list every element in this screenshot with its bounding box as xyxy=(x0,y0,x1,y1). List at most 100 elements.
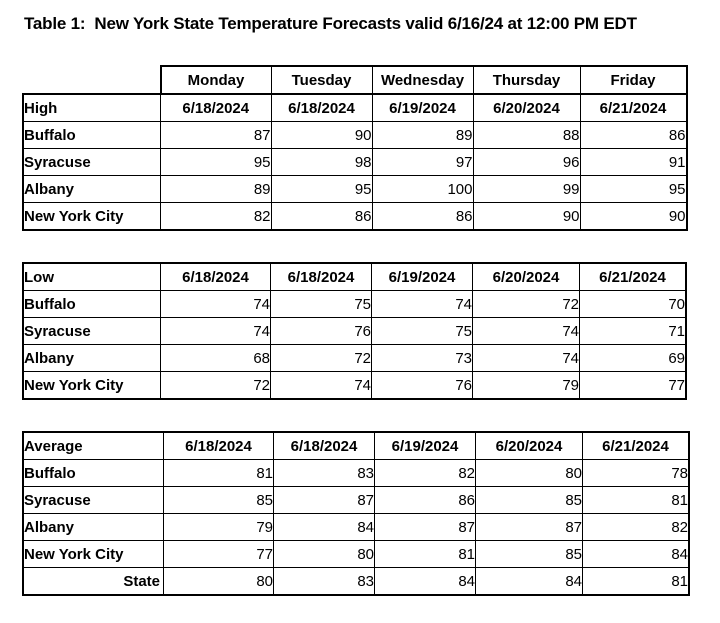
temp-value-cell: 95 xyxy=(270,175,373,203)
temp-value-cell: 75 xyxy=(270,290,372,318)
low-table: Low 6/18/2024 6/18/2024 6/19/2024 6/20/2024 6… xyxy=(22,262,687,400)
day-header-cell: Tuesday xyxy=(270,65,373,95)
temp-value-cell: 97 xyxy=(371,148,474,176)
temp-value-cell: 74 xyxy=(160,317,271,345)
temp-value-cell: 79 xyxy=(472,371,580,400)
date-header-cell: 6/18/2024 xyxy=(163,431,274,460)
table-name-cell: Average xyxy=(22,431,164,460)
row-label-cell: Syracuse xyxy=(22,317,161,345)
temp-value-cell: 96 xyxy=(472,148,581,176)
temp-value-cell: 79 xyxy=(163,513,274,541)
temp-value-cell: 75 xyxy=(371,317,473,345)
row-label-cell: Syracuse xyxy=(22,148,161,176)
temp-value-cell: 85 xyxy=(163,486,274,514)
day-header-cell: Thursday xyxy=(472,65,581,95)
day-header-cell: Friday xyxy=(579,65,688,95)
table-row: Syracuse 95 98 97 96 91 xyxy=(22,148,688,176)
temp-value-cell: 71 xyxy=(579,317,687,345)
temp-value-cell: 86 xyxy=(371,202,474,231)
temp-value-cell: 81 xyxy=(163,459,274,487)
row-label-cell: Syracuse xyxy=(22,486,164,514)
temp-value-cell: 90 xyxy=(270,121,373,149)
high-table: Monday Tuesday Wednesday Thursday Friday High… xyxy=(22,65,688,231)
date-header-cell: 6/19/2024 xyxy=(374,431,476,460)
temp-value-cell: 82 xyxy=(582,513,690,541)
temp-value-cell: 74 xyxy=(270,371,372,400)
date-header-cell: 6/18/2024 xyxy=(160,262,271,291)
table-row: Albany 68 72 73 74 69 xyxy=(22,344,687,372)
temp-value-cell: 89 xyxy=(160,175,272,203)
table-row: New York City 72 74 76 79 77 xyxy=(22,371,687,400)
page: Table 1: New York State Temperature Fore… xyxy=(22,14,690,596)
date-header-cell: 6/18/2024 xyxy=(273,431,375,460)
date-header-row: Average 6/18/2024 6/18/2024 6/19/2024 6/20/2… xyxy=(22,431,690,460)
temp-value-cell: 86 xyxy=(270,202,373,231)
table-row: State 80 83 84 84 81 xyxy=(22,567,690,596)
table-row: Albany 79 84 87 87 82 xyxy=(22,513,690,541)
temp-value-cell: 74 xyxy=(160,290,271,318)
temp-value-cell: 90 xyxy=(472,202,581,231)
day-header-cell: Monday xyxy=(159,65,272,95)
date-header-cell: 6/20/2024 xyxy=(472,262,580,291)
temp-value-cell: 81 xyxy=(374,540,476,568)
table-row: New York City 77 80 81 85 84 xyxy=(22,540,690,568)
temp-value-cell: 90 xyxy=(579,202,688,231)
row-label-cell: New York City xyxy=(22,540,164,568)
temp-value-cell: 80 xyxy=(475,459,583,487)
day-header-row: Monday Tuesday Wednesday Thursday Friday xyxy=(23,65,688,95)
temp-value-cell: 77 xyxy=(163,540,274,568)
date-header-row: Low 6/18/2024 6/18/2024 6/19/2024 6/20/2024 6… xyxy=(22,262,687,291)
temp-value-cell: 72 xyxy=(160,371,271,400)
temp-value-cell: 82 xyxy=(160,202,272,231)
temp-value-cell: 76 xyxy=(270,317,372,345)
date-header-cell: 6/21/2024 xyxy=(582,431,690,460)
temp-value-cell: 87 xyxy=(374,513,476,541)
row-label-cell: Albany xyxy=(22,175,161,203)
row-label-cell: New York City xyxy=(22,371,161,400)
temp-value-cell: 81 xyxy=(582,567,690,596)
temp-value-cell: 81 xyxy=(582,486,690,514)
temp-value-cell: 87 xyxy=(160,121,272,149)
row-label-cell: Albany xyxy=(22,344,161,372)
temp-value-cell: 100 xyxy=(371,175,474,203)
day-header-cell: Wednesday xyxy=(371,65,474,95)
temp-value-cell: 87 xyxy=(475,513,583,541)
table-row: Buffalo 74 75 74 72 70 xyxy=(22,290,687,318)
date-header-cell: 6/19/2024 xyxy=(371,93,474,122)
table-row: Syracuse 74 76 75 74 71 xyxy=(22,317,687,345)
temp-value-cell: 72 xyxy=(472,290,580,318)
temp-value-cell: 80 xyxy=(273,540,375,568)
temp-value-cell: 88 xyxy=(472,121,581,149)
temp-value-cell: 84 xyxy=(582,540,690,568)
temp-value-cell: 84 xyxy=(475,567,583,596)
row-label-cell: Buffalo xyxy=(22,290,161,318)
temp-value-cell: 99 xyxy=(472,175,581,203)
date-header-cell: 6/20/2024 xyxy=(472,93,581,122)
row-label-cell: Buffalo xyxy=(22,121,161,149)
temp-value-cell: 87 xyxy=(273,486,375,514)
temp-value-cell: 85 xyxy=(475,540,583,568)
temp-value-cell: 95 xyxy=(160,148,272,176)
temp-value-cell: 89 xyxy=(371,121,474,149)
date-header-cell: 6/21/2024 xyxy=(579,262,687,291)
temp-value-cell: 83 xyxy=(273,567,375,596)
temp-value-cell: 73 xyxy=(371,344,473,372)
temp-value-cell: 85 xyxy=(475,486,583,514)
average-table: Average 6/18/2024 6/18/2024 6/19/2024 6/20/2… xyxy=(22,431,690,596)
date-header-row: High 6/18/2024 6/18/2024 6/19/2024 6/20/2024… xyxy=(22,93,688,122)
date-header-cell: 6/18/2024 xyxy=(160,93,272,122)
temp-value-cell: 77 xyxy=(579,371,687,400)
corner-spacer-cell xyxy=(23,66,161,94)
temp-value-cell: 74 xyxy=(472,317,580,345)
table-row: Buffalo 81 83 82 80 78 xyxy=(22,459,690,487)
page-title: Table 1: New York State Temperature Fore… xyxy=(24,14,637,33)
date-header-cell: 6/18/2024 xyxy=(270,93,373,122)
temp-value-cell: 68 xyxy=(160,344,271,372)
temp-value-cell: 84 xyxy=(273,513,375,541)
date-header-cell: 6/20/2024 xyxy=(475,431,583,460)
row-label-cell: State xyxy=(22,567,164,596)
row-label-cell: Albany xyxy=(22,513,164,541)
table-name-cell: Low xyxy=(22,262,161,291)
temp-value-cell: 76 xyxy=(371,371,473,400)
temp-value-cell: 84 xyxy=(374,567,476,596)
